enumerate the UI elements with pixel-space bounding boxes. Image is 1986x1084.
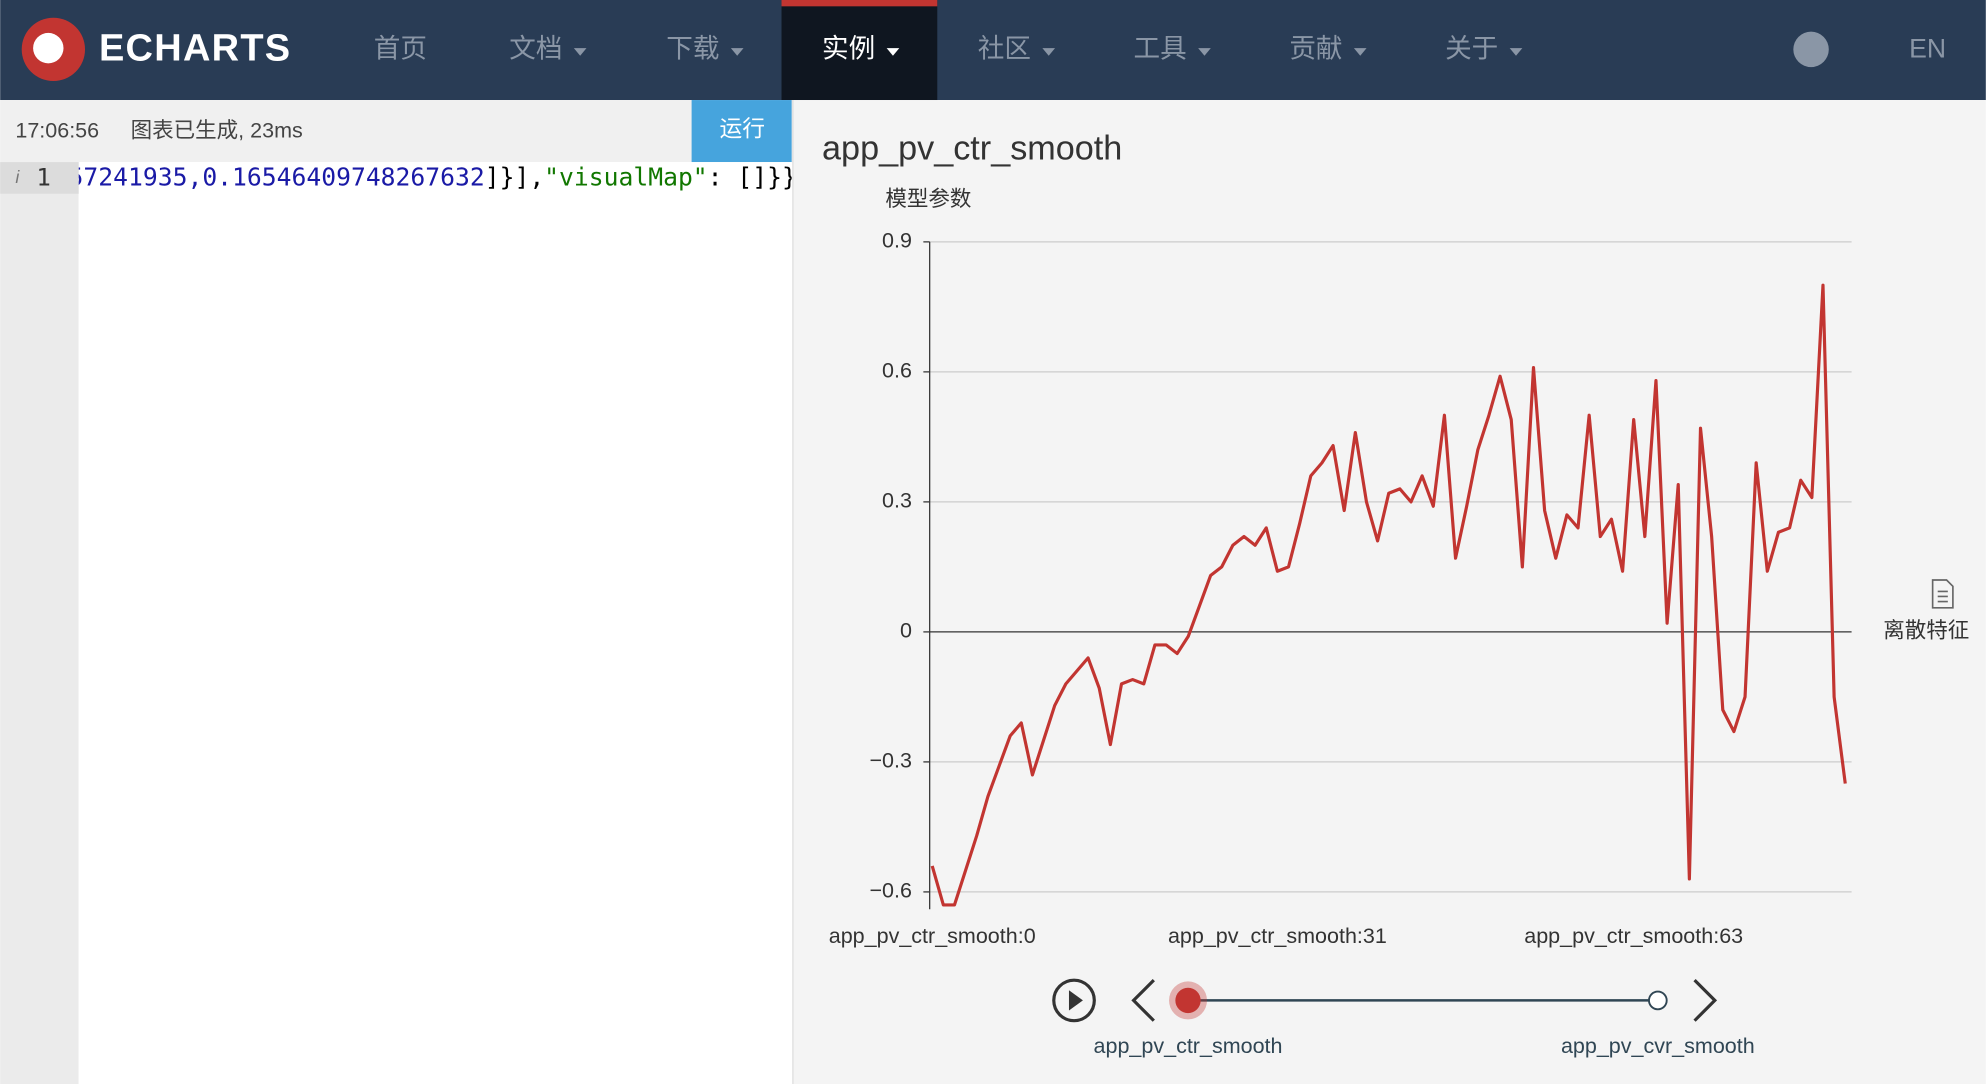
legend-label[interactable]: 离散特征 (1883, 619, 1969, 643)
y-tick-label: −0.6 (869, 879, 912, 903)
nav-item[interactable]: 下载 (666, 34, 719, 64)
nav-caret (573, 48, 587, 56)
chart-title: app_pv_ctr_smooth (822, 130, 1122, 168)
x-tick-label: app_pv_ctr_smooth:0 (829, 924, 1036, 948)
nav-caret (1509, 48, 1523, 56)
nav-item[interactable]: 关于 (1445, 34, 1498, 64)
nav-caret (886, 48, 900, 56)
y-tick-label: 0 (900, 619, 912, 643)
logo-icon-inner (33, 32, 64, 64)
legend-icon[interactable] (1931, 579, 1954, 609)
timeline-point[interactable] (1648, 990, 1668, 1011)
nav-item[interactable]: 社区 (978, 34, 1031, 64)
editor[interactable] (78, 162, 792, 1084)
x-tick-label: app_pv_ctr_smooth:31 (1168, 924, 1387, 948)
timeline-label[interactable]: app_pv_ctr_smooth (1094, 1034, 1283, 1058)
y-tick-label: −0.3 (869, 749, 912, 773)
toolbar (0, 100, 795, 163)
github-icon[interactable] (1793, 31, 1829, 68)
nav-item[interactable]: 工具 (1134, 34, 1187, 64)
gutter (0, 162, 79, 1084)
active-line-gutter (0, 162, 79, 194)
nav-caret (1353, 48, 1367, 56)
time: 17:06:56 (15, 118, 99, 142)
y-tick-label: 0.9 (882, 229, 912, 253)
chart-panel (792, 100, 1986, 1084)
lang-switch[interactable]: EN (1909, 34, 1946, 64)
timeline-current[interactable] (1175, 987, 1201, 1014)
nav-item[interactable]: 文档 (509, 34, 562, 64)
nav-caret (730, 48, 744, 56)
logo-text[interactable]: ECHARTS (99, 28, 291, 70)
nav-item[interactable]: 实例 (822, 34, 875, 64)
x-tick-label: app_pv_ctr_smooth:63 (1524, 924, 1743, 948)
run-button[interactable] (691, 100, 792, 163)
code-string: "visualMap" (544, 163, 708, 192)
nav-caret (1198, 48, 1211, 56)
code-punct: ]}], (485, 163, 544, 192)
y-axis-label: 模型参数 (885, 187, 971, 211)
play-button[interactable] (1052, 978, 1096, 1023)
timeline-label[interactable]: app_pv_cvr_smooth (1561, 1034, 1755, 1058)
nav-caret (1042, 48, 1056, 56)
code-number: 57241935,0.16546409748267632 (69, 163, 485, 192)
line-number: 1 (36, 164, 50, 192)
play-icon[interactable] (1068, 990, 1083, 1011)
nav-item[interactable]: 贡献 (1289, 34, 1342, 64)
info-icon: i (15, 167, 20, 187)
active-tab[interactable] (781, 0, 938, 101)
code-line: 57241935,0.16546409748267632]}],"visualM… (69, 163, 797, 192)
next-button[interactable] (1693, 979, 1718, 1022)
navbar (0, 0, 1986, 101)
nav-item[interactable]: 首页 (374, 34, 427, 64)
active-tab-bar (781, 0, 938, 7)
y-tick-label: 0.3 (882, 489, 912, 513)
status: 图表已生成, 23ms (131, 118, 303, 142)
prev-button[interactable] (1131, 979, 1155, 1022)
run-label[interactable]: 运行 (719, 115, 765, 141)
series-line (930, 283, 1847, 907)
code-punct: : []}} (708, 163, 797, 192)
y-tick-label: 0.6 (882, 359, 912, 383)
